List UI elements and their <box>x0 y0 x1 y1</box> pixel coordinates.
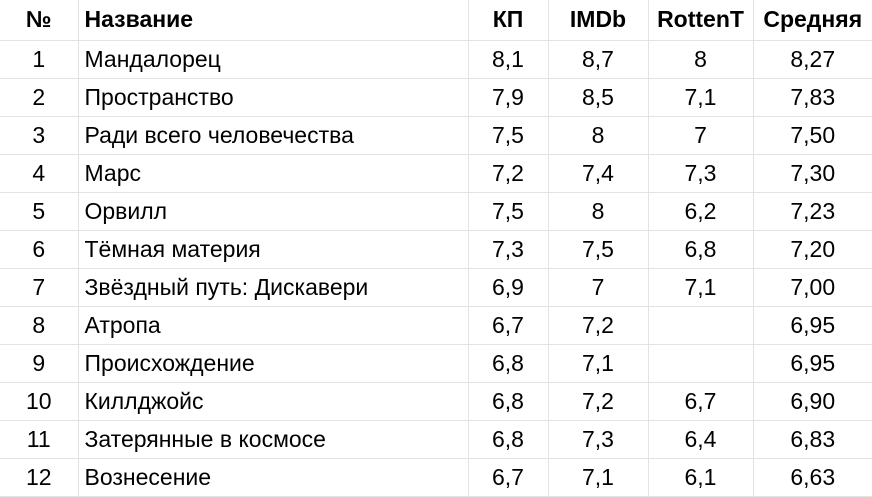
cell-name[interactable]: Марс <box>78 154 469 193</box>
cell-rottent[interactable] <box>648 344 754 383</box>
cell-name[interactable]: Киллджойс <box>78 382 469 421</box>
cell-average[interactable]: 7,23 <box>753 192 872 231</box>
cell-rottent[interactable]: 7,1 <box>648 78 754 117</box>
cell-average[interactable]: 7,83 <box>753 78 872 117</box>
cell-kp[interactable]: 7,9 <box>468 78 549 117</box>
table-row: 4 Марс 7,2 7,4 7,3 7,30 <box>0 154 872 193</box>
cell-name[interactable]: Атропа <box>78 306 469 345</box>
cell-num[interactable]: 7 <box>0 268 79 307</box>
header-row: № Название КП IMDb RottenT Средняя <box>0 0 872 41</box>
cell-name[interactable]: Происхождение <box>78 344 469 383</box>
cell-kp[interactable]: 6,8 <box>468 382 549 421</box>
header-average[interactable]: Средняя <box>753 0 872 41</box>
cell-name[interactable]: Мандалорец <box>78 40 469 79</box>
table-row: 3 Ради всего человечества 7,5 8 7 7,50 <box>0 116 872 155</box>
cell-num[interactable]: 1 <box>0 40 79 79</box>
cell-rottent[interactable]: 6,7 <box>648 382 754 421</box>
cell-average[interactable]: 7,20 <box>753 230 872 269</box>
cell-average[interactable]: 7,00 <box>753 268 872 307</box>
cell-rottent[interactable]: 6,2 <box>648 192 754 231</box>
cell-average[interactable]: 8,27 <box>753 40 872 79</box>
cell-average[interactable]: 7,50 <box>753 116 872 155</box>
cell-imdb[interactable]: 7,4 <box>548 154 649 193</box>
cell-kp[interactable]: 6,7 <box>468 458 549 497</box>
cell-rottent[interactable]: 6,4 <box>648 420 754 459</box>
cell-imdb[interactable]: 7,1 <box>548 458 649 497</box>
cell-num[interactable]: 5 <box>0 192 79 231</box>
header-name[interactable]: Название <box>78 0 469 41</box>
cell-kp[interactable]: 8,1 <box>468 40 549 79</box>
cell-imdb[interactable]: 7,5 <box>548 230 649 269</box>
header-rottent[interactable]: RottenT <box>648 0 754 41</box>
cell-imdb[interactable]: 7,2 <box>548 382 649 421</box>
header-kp[interactable]: КП <box>468 0 549 41</box>
cell-rottent[interactable]: 8 <box>648 40 754 79</box>
cell-kp[interactable]: 6,8 <box>468 344 549 383</box>
cell-average[interactable]: 6,90 <box>753 382 872 421</box>
table-row: 9 Происхождение 6,8 7,1 6,95 <box>0 344 872 383</box>
cell-num[interactable]: 8 <box>0 306 79 345</box>
cell-name[interactable]: Орвилл <box>78 192 469 231</box>
cell-imdb[interactable]: 8 <box>548 192 649 231</box>
cell-rottent[interactable]: 6,8 <box>648 230 754 269</box>
table-row: 1 Мандалорец 8,1 8,7 8 8,27 <box>0 40 872 79</box>
cell-imdb[interactable]: 7 <box>548 268 649 307</box>
table-row: 7 Звёздный путь: Дискавери 6,9 7 7,1 7,00 <box>0 268 872 307</box>
cell-rottent[interactable]: 7,1 <box>648 268 754 307</box>
cell-kp[interactable]: 6,8 <box>468 420 549 459</box>
cell-average[interactable]: 7,30 <box>753 154 872 193</box>
cell-average[interactable]: 6,95 <box>753 306 872 345</box>
cell-kp[interactable]: 7,2 <box>468 154 549 193</box>
cell-average[interactable]: 6,83 <box>753 420 872 459</box>
cell-imdb[interactable]: 8,7 <box>548 40 649 79</box>
cell-imdb[interactable]: 7,3 <box>548 420 649 459</box>
cell-num[interactable]: 6 <box>0 230 79 269</box>
cell-num[interactable]: 9 <box>0 344 79 383</box>
cell-name[interactable]: Ради всего человечества <box>78 116 469 155</box>
cell-rottent[interactable]: 6,1 <box>648 458 754 497</box>
cell-kp[interactable]: 7,3 <box>468 230 549 269</box>
table-row: 10 Киллджойс 6,8 7,2 6,7 6,90 <box>0 382 872 421</box>
cell-name[interactable]: Затерянные в космосе <box>78 420 469 459</box>
cell-imdb[interactable]: 7,2 <box>548 306 649 345</box>
cell-num[interactable]: 3 <box>0 116 79 155</box>
cell-name[interactable]: Звёздный путь: Дискавери <box>78 268 469 307</box>
table-row: 5 Орвилл 7,5 8 6,2 7,23 <box>0 192 872 231</box>
cell-rottent[interactable]: 7,3 <box>648 154 754 193</box>
cell-imdb[interactable]: 8 <box>548 116 649 155</box>
table-row: 6 Тёмная материя 7,3 7,5 6,8 7,20 <box>0 230 872 269</box>
cell-imdb[interactable]: 8,5 <box>548 78 649 117</box>
cell-imdb[interactable]: 7,1 <box>548 344 649 383</box>
header-imdb[interactable]: IMDb <box>548 0 649 41</box>
cell-num[interactable]: 4 <box>0 154 79 193</box>
cell-average[interactable]: 6,95 <box>753 344 872 383</box>
cell-rottent[interactable] <box>648 306 754 345</box>
cell-num[interactable]: 11 <box>0 420 79 459</box>
cell-num[interactable]: 12 <box>0 458 79 497</box>
cell-num[interactable]: 2 <box>0 78 79 117</box>
cell-kp[interactable]: 7,5 <box>468 116 549 155</box>
cell-num[interactable]: 10 <box>0 382 79 421</box>
header-num[interactable]: № <box>0 0 79 41</box>
cell-name[interactable]: Пространство <box>78 78 469 117</box>
table-row: 2 Пространство 7,9 8,5 7,1 7,83 <box>0 78 872 117</box>
cell-average[interactable]: 6,63 <box>753 458 872 497</box>
table-row: 12 Вознесение 6,7 7,1 6,1 6,63 <box>0 458 872 497</box>
table-row: 11 Затерянные в космосе 6,8 7,3 6,4 6,83 <box>0 420 872 459</box>
cell-kp[interactable]: 7,5 <box>468 192 549 231</box>
cell-rottent[interactable]: 7 <box>648 116 754 155</box>
cell-name[interactable]: Вознесение <box>78 458 469 497</box>
cell-name[interactable]: Тёмная материя <box>78 230 469 269</box>
table-row: 8 Атропа 6,7 7,2 6,95 <box>0 306 872 345</box>
cell-kp[interactable]: 6,9 <box>468 268 549 307</box>
cell-kp[interactable]: 6,7 <box>468 306 549 345</box>
